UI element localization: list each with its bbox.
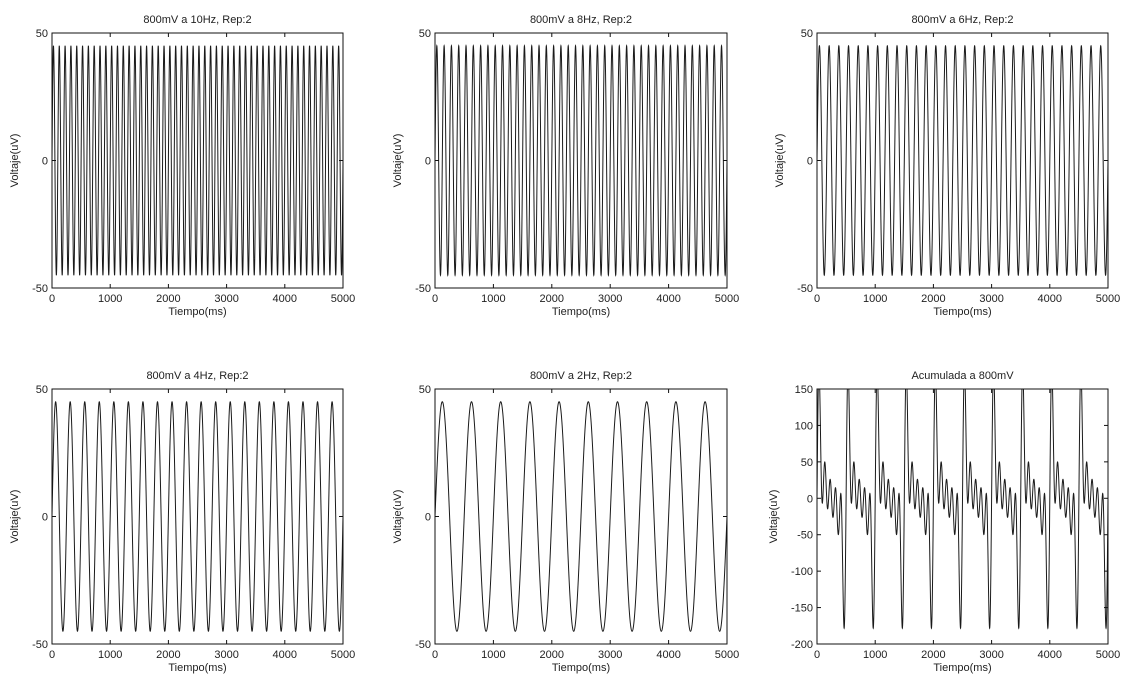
subplot-5: 800mV a 2Hz, Rep:2 0 1000 2000 3000 4000 5000 -… — [392, 370, 739, 674]
y-tick-label: 150 — [795, 384, 813, 396]
x-tick-label: 0 — [432, 293, 438, 305]
signal-trace — [816, 388, 1109, 630]
x-tick-label: 2000 — [156, 649, 180, 661]
x-axis-label: Tiempo(ms) — [552, 662, 610, 674]
x-tick-label: 4000 — [1038, 293, 1062, 305]
signal-trace — [434, 401, 728, 632]
y-tick-label: 0 — [42, 156, 48, 168]
y-tick-label: -50 — [797, 283, 813, 295]
x-tick-label: 2000 — [921, 293, 945, 305]
y-axis-label: Voltaje(uV) — [392, 490, 404, 544]
y-tick-label: 100 — [795, 420, 813, 432]
y-tick-label: 0 — [807, 493, 813, 505]
x-tick-label: 3000 — [214, 293, 238, 305]
x-tick-label: 0 — [814, 649, 820, 661]
x-tick-label: 2000 — [540, 649, 564, 661]
x-tick-label: 0 — [814, 293, 820, 305]
x-axis-label: Tiempo(ms) — [168, 306, 226, 318]
y-tick-label: 0 — [807, 156, 813, 168]
x-tick-label: 0 — [49, 293, 55, 305]
y-tick-label: 50 — [419, 384, 431, 396]
signal-trace — [434, 44, 728, 277]
plot-title: 800mV a 10Hz, Rep:2 — [143, 14, 251, 26]
x-axis-label: Tiempo(ms) — [933, 306, 991, 318]
y-tick-label: -100 — [791, 566, 813, 578]
y-axis-label: Voltaje(uV) — [392, 134, 404, 188]
plot-title: 800mV a 4Hz, Rep:2 — [146, 370, 248, 382]
signal-trace — [51, 401, 344, 632]
x-tick-label: 4000 — [1038, 649, 1062, 661]
x-tick-label: 2000 — [156, 293, 180, 305]
x-tick-label: 5000 — [1096, 649, 1120, 661]
x-axis-label: Tiempo(ms) — [168, 662, 226, 674]
subplot-3: 800mV a 6Hz, Rep:2 0 1000 2000 3000 4000 5000 -… — [774, 14, 1120, 318]
plot-title: Acumulada a 800mV — [911, 370, 1014, 382]
plot-title: 800mV a 8Hz, Rep:2 — [530, 14, 632, 26]
subplot-2: 800mV a 8Hz, Rep:2 0 1000 2000 3000 4000 5000 -… — [392, 14, 739, 318]
subplot-4: 800mV a 4Hz, Rep:2 0 1000 2000 3000 4000 5000 -… — [9, 370, 355, 674]
signal-trace — [816, 44, 1109, 277]
y-tick-label: 50 — [801, 457, 813, 469]
x-tick-label: 4000 — [273, 649, 297, 661]
x-axis-label: Tiempo(ms) — [933, 662, 991, 674]
y-tick-label: -50 — [415, 283, 431, 295]
x-tick-label: 2000 — [921, 649, 945, 661]
y-tick-label: -50 — [32, 639, 48, 651]
y-tick-label: 0 — [42, 512, 48, 524]
y-tick-label: 50 — [36, 28, 48, 40]
x-tick-label: 4000 — [273, 293, 297, 305]
y-axis-label: Voltaje(uV) — [774, 134, 786, 188]
x-tick-label: 3000 — [598, 293, 622, 305]
y-tick-label: 0 — [425, 156, 431, 168]
subplot-1: 800mV a 10Hz, Rep:2 0 1000 2000 3000 4000 5000… — [9, 14, 355, 318]
x-tick-label: 1000 — [98, 293, 122, 305]
x-tick-label: 3000 — [214, 649, 238, 661]
x-tick-label: 1000 — [863, 649, 887, 661]
x-axis-label: Tiempo(ms) — [552, 306, 610, 318]
y-tick-label: 50 — [419, 28, 431, 40]
axes-frame — [816, 388, 1109, 645]
x-tick-label: 4000 — [656, 649, 680, 661]
x-tick-label: 2000 — [540, 293, 564, 305]
x-tick-label: 5000 — [331, 649, 355, 661]
y-axis-label: Voltaje(uV) — [768, 490, 780, 544]
x-tick-label: 1000 — [481, 649, 505, 661]
signal-trace — [51, 45, 344, 276]
x-tick-label: 1000 — [481, 293, 505, 305]
x-tick-label: 3000 — [979, 649, 1003, 661]
x-tick-label: 1000 — [863, 293, 887, 305]
y-axis-label: Voltaje(uV) — [9, 134, 21, 188]
x-tick-label: 4000 — [656, 293, 680, 305]
y-tick-label: 50 — [801, 28, 813, 40]
x-tick-label: 3000 — [979, 293, 1003, 305]
plot-title: 800mV a 6Hz, Rep:2 — [911, 14, 1013, 26]
x-tick-label: 3000 — [598, 649, 622, 661]
y-tick-label: 50 — [36, 384, 48, 396]
x-tick-label: 5000 — [1096, 293, 1120, 305]
y-tick-label: -50 — [32, 283, 48, 295]
y-tick-label: -150 — [791, 603, 813, 615]
y-tick-label: -200 — [791, 639, 813, 651]
y-tick-label: 0 — [425, 512, 431, 524]
y-tick-label: -50 — [797, 530, 813, 542]
x-tick-label: 5000 — [715, 649, 739, 661]
y-tick-label: -50 — [415, 639, 431, 651]
x-tick-label: 1000 — [98, 649, 122, 661]
x-tick-label: 5000 — [331, 293, 355, 305]
x-tick-label: 0 — [49, 649, 55, 661]
x-tick-label: 5000 — [715, 293, 739, 305]
x-tick-label: 0 — [432, 649, 438, 661]
y-axis-label: Voltaje(uV) — [9, 490, 21, 544]
plot-title: 800mV a 2Hz, Rep:2 — [530, 370, 632, 382]
